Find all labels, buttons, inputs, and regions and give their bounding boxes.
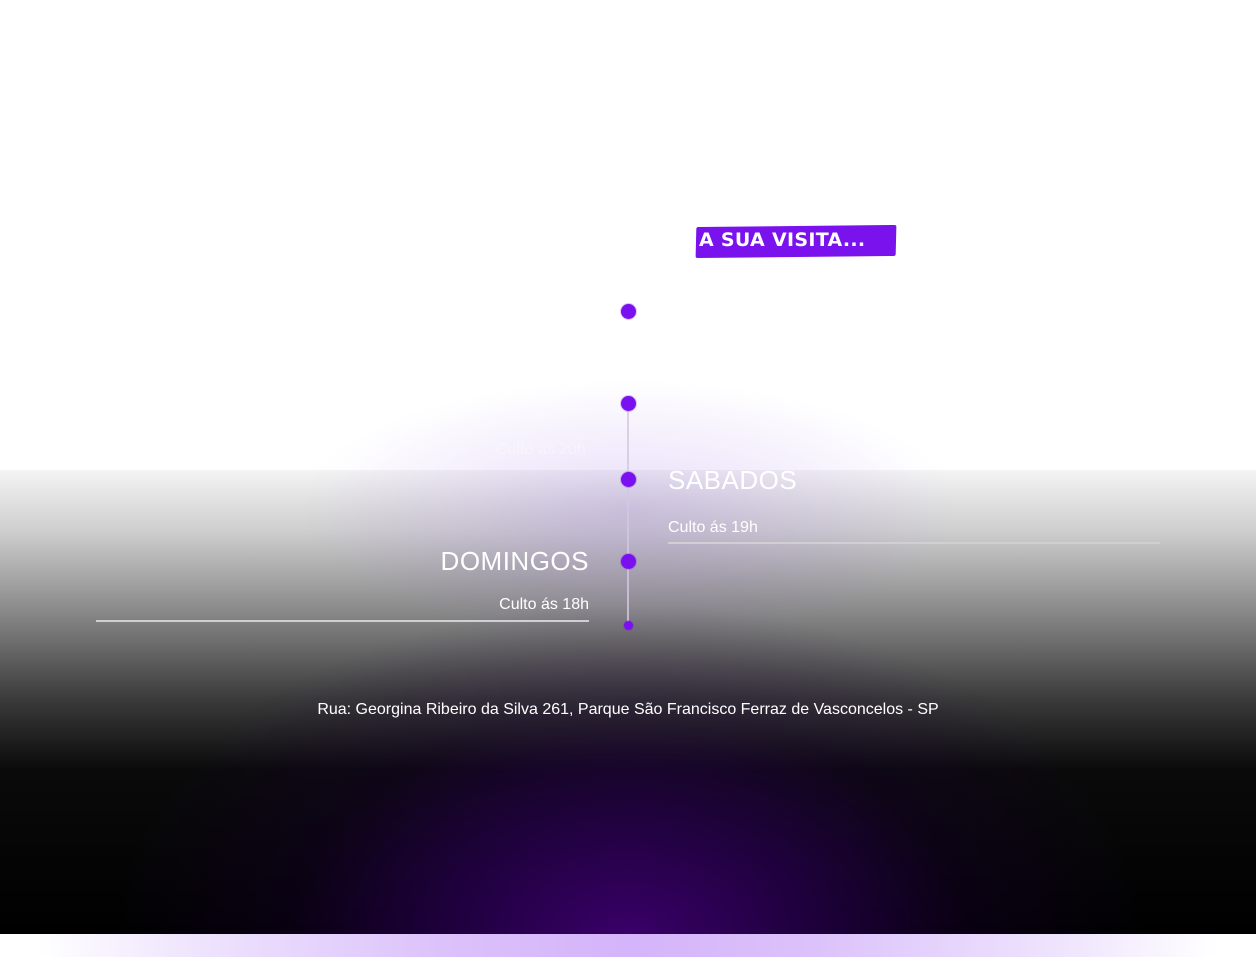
timeline-dot-2	[621, 396, 636, 411]
timeline-dot-1	[621, 304, 636, 319]
schedule-time-sabados: Culto ás 19h	[668, 519, 758, 536]
schedule-time-faded: Culto ás 20h	[496, 441, 586, 458]
schedule-divider-sabados	[668, 542, 1160, 544]
timeline-dot-4	[621, 554, 636, 569]
section-badge-title: A SUA VISITA...	[699, 229, 866, 251]
church-address: Rua: Georgina Ribeiro da Silva 261, Parq…	[317, 701, 939, 718]
schedule-divider-domingos	[96, 620, 589, 622]
timeline-dot-3	[621, 472, 636, 487]
schedule-day-domingos: DOMINGOS	[440, 546, 589, 576]
timeline-dot-end	[624, 621, 633, 630]
bottom-purple-band	[0, 934, 1256, 957]
timeline-line	[627, 404, 629, 626]
schedule-time-domingos: Culto ás 18h	[499, 596, 589, 613]
schedule-day-sabados: SABADOS	[668, 465, 798, 495]
